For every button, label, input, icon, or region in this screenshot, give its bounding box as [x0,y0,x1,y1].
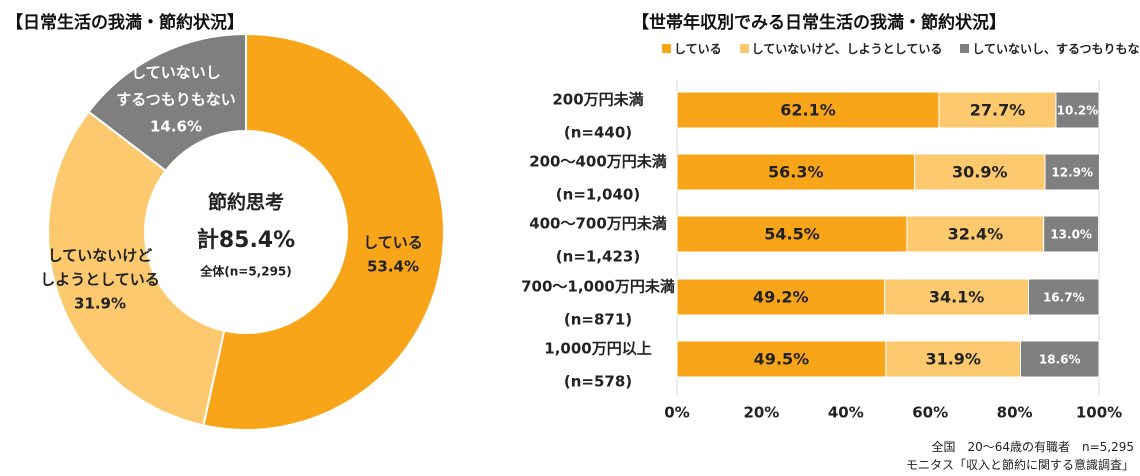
bar-segment-trying-2 [914,153,1046,191]
bar-segment-doing-2 [676,153,916,191]
donut-slice-trying [47,110,226,427]
bar-segment-trying-5 [885,340,1022,378]
bar-value-label-doing-5: 49.5% [754,350,810,369]
bar-value-label-not-5: 18.6% [1039,353,1081,367]
donut-center-heading: 節約思考 [208,191,284,214]
bar-category-label-4: 700～1,000万円未満 [521,278,675,296]
bar-category-label-1: 200万円未満 [552,91,643,109]
bar-value-label-doing-4: 49.2% [753,288,809,307]
bar-legend: している していないけど、しようとしている していないし、するつもりもない [662,40,1140,57]
bar-segment-not-3 [1043,215,1100,253]
bar-category-label-5: 1,000万円以上 [544,340,651,358]
legend-label-trying: していないけど、しようとしている [751,42,943,56]
legend-label-doing: している [674,42,722,56]
donut-center-sample-size: 全体(n=5,295) [199,264,292,279]
bar-category-n-3: (n=1,423) [556,248,640,266]
bar-value-label-trying-1: 27.7% [970,101,1026,120]
source-note-sample: 全国 20～64歳の有職者 n=5,295 [931,440,1134,454]
bar-category-n-5: (n=578) [564,373,632,391]
donut-chart-title: 【日常生活の我満・節約状況】 [6,13,244,33]
bar-value-label-trying-2: 30.9% [952,163,1008,182]
donut-slice-doing [202,32,445,431]
donut-label-trying-line-2: しようとしている [40,271,160,289]
legend-swatch-doing [662,44,671,53]
bar-xtick-1: 0% [664,404,689,422]
bar-xtick-4: 60% [912,404,948,422]
donut-label-doing-line-1: している [363,234,423,252]
bar-value-label-trying-3: 32.4% [948,225,1004,244]
donut-slice-not [87,32,247,173]
donut-label-not-line-1: していないし [131,64,221,82]
bar-value-label-not-3: 13.0% [1050,228,1092,242]
bar-category-label-3: 400～700万円未満 [529,215,667,233]
legend-label-not: していないし、するつもりもない [972,42,1140,56]
bar-category-n-4: (n=871) [564,311,632,329]
bar-xtick-3: 40% [828,404,864,422]
bar-category-label-2: 200～400万円未満 [529,153,667,171]
bar-value-label-not-1: 10.2% [1057,104,1099,118]
donut-label-trying-line-1: していないけど [48,247,153,265]
bar-segment-trying-4 [884,278,1030,316]
bar-value-label-doing-2: 56.3% [768,163,824,182]
source-note-survey: モニタス「収入と節約に関する意識調査」 [905,458,1134,472]
bar-value-label-trying-4: 34.1% [929,288,985,307]
bar-value-label-not-4: 16.7% [1043,291,1085,305]
bar-category-n-1: (n=440) [564,124,632,142]
bar-segment-not-2 [1044,153,1100,191]
bar-xtick-2: 20% [743,404,779,422]
legend-item-not: していないし、するつもりもない [960,40,1140,57]
legend-item-doing: している [662,40,722,57]
donut-label-trying-line-3: 31.9% [74,295,126,313]
donut-label-not-line-3: 14.6% [150,118,202,136]
bar-value-label-doing-3: 54.5% [764,225,820,244]
bar-segment-doing-1 [676,91,940,129]
bar-xtick-5: 80% [997,404,1033,422]
bar-segment-doing-4 [676,278,886,316]
bar-xtick-6: 100% [1076,404,1122,422]
bar-segment-not-5 [1020,340,1100,378]
donut-center-total: 計85.4% [197,227,295,253]
legend-swatch-trying [739,44,749,53]
bar-segment-not-1 [1055,91,1100,129]
bar-segment-trying-3 [906,215,1045,253]
legend-swatch-not [960,44,970,53]
bar-value-label-trying-5: 31.9% [925,350,981,369]
donut-label-not-line-2: するつもりもない [116,91,235,109]
bar-value-label-not-2: 12.9% [1051,166,1093,180]
bar-value-label-doing-1: 62.1% [780,101,836,120]
bar-segment-doing-5 [676,340,887,378]
bar-chart-title: 【世帯年収別でみる日常生活の我満・節約状況】 [632,13,1006,33]
donut-label-doing-line-2: 53.4% [367,258,419,276]
legend-item-trying: していないけど、しようとしている [739,40,943,57]
bar-category-n-2: (n=1,040) [556,186,640,204]
bar-segment-not-4 [1028,278,1100,316]
